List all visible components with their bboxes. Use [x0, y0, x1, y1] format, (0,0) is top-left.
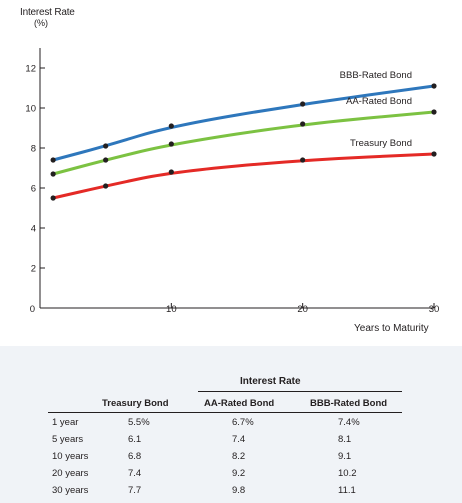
cell-treasury: 6.1	[128, 434, 142, 445]
data-point	[168, 169, 174, 175]
cell-aa: 6.7%	[232, 417, 254, 428]
data-point	[103, 183, 109, 189]
cell-treasury: 7.4	[128, 468, 142, 479]
x-tick-label: 30	[429, 304, 440, 315]
data-point	[168, 123, 174, 129]
data-point	[50, 195, 56, 201]
x-tick-label: 20	[297, 304, 308, 315]
cell-bbb: 8.1	[338, 434, 352, 445]
cell-bbb: 11.1	[338, 485, 356, 496]
cell-bbb: 7.4%	[338, 417, 360, 428]
cell-treasury: 6.8	[128, 451, 142, 462]
row-label: 10 years	[52, 451, 89, 462]
series-line-aa-rated-bond	[51, 110, 436, 176]
x-tick-label: 10	[166, 304, 177, 315]
column-header-bbb: BBB-Rated Bond	[310, 398, 388, 409]
row-label: 5 years	[52, 434, 84, 445]
series-label: Treasury Bond	[350, 138, 412, 149]
table-title-rule	[198, 391, 402, 392]
table-header-rule	[48, 412, 402, 413]
line-chart: 0 2 4 6 8 10 12 10 20 30 BBB-Rated Bond AA-Rated Bo…	[25, 48, 440, 315]
data-point	[431, 83, 437, 89]
y-tick-label: 0	[30, 304, 35, 315]
cell-treasury: 7.7	[128, 485, 142, 496]
series-label: AA-Rated Bond	[346, 96, 412, 107]
cell-treasury: 5.5%	[128, 417, 150, 428]
y-axis-label: Interest Rate	[20, 7, 75, 18]
cell-bbb: 10.2	[338, 468, 357, 479]
data-point	[431, 109, 437, 115]
cell-aa: 7.4	[232, 434, 246, 445]
data-point	[300, 101, 306, 107]
cell-bbb: 9.1	[338, 451, 352, 462]
data-point	[300, 121, 306, 127]
y-tick-label: 4	[31, 224, 36, 235]
data-point	[50, 171, 56, 177]
chart-area: Interest Rate (%) 0 2 4 6 8 10 12 10 20 30 BBB-Rat…	[20, 7, 440, 334]
cell-aa: 9.8	[232, 485, 246, 496]
x-axis-label: Years to Maturity	[354, 323, 429, 334]
y-tick-label: 10	[25, 104, 36, 115]
data-point	[103, 157, 109, 163]
data-point	[50, 157, 56, 163]
y-tick-label: 6	[31, 184, 36, 195]
y-axis-unit: (%)	[34, 18, 48, 28]
data-point	[300, 157, 306, 163]
column-header-aa: AA-Rated Bond	[204, 398, 275, 409]
y-tick-label: 8	[31, 144, 36, 155]
column-header-treasury: Treasury Bond	[102, 398, 169, 409]
y-tick-label: 2	[31, 264, 36, 275]
cell-aa: 8.2	[232, 451, 246, 462]
y-tick-label: 12	[25, 64, 36, 75]
series-line-treasury-bond	[51, 152, 436, 200]
data-point	[103, 143, 109, 149]
data-point	[431, 151, 437, 157]
table-title: Interest Rate	[240, 376, 301, 387]
row-label: 1 year	[52, 417, 79, 428]
row-label: 30 years	[52, 485, 89, 496]
data-table: Interest Rate Treasury Bond AA-Rated Bon…	[0, 346, 462, 503]
row-label: 20 years	[52, 468, 89, 479]
cell-aa: 9.2	[232, 468, 246, 479]
data-point	[168, 141, 174, 147]
series-line-bbb-rated-bond	[51, 84, 436, 162]
series-label: BBB-Rated Bond	[340, 70, 412, 81]
